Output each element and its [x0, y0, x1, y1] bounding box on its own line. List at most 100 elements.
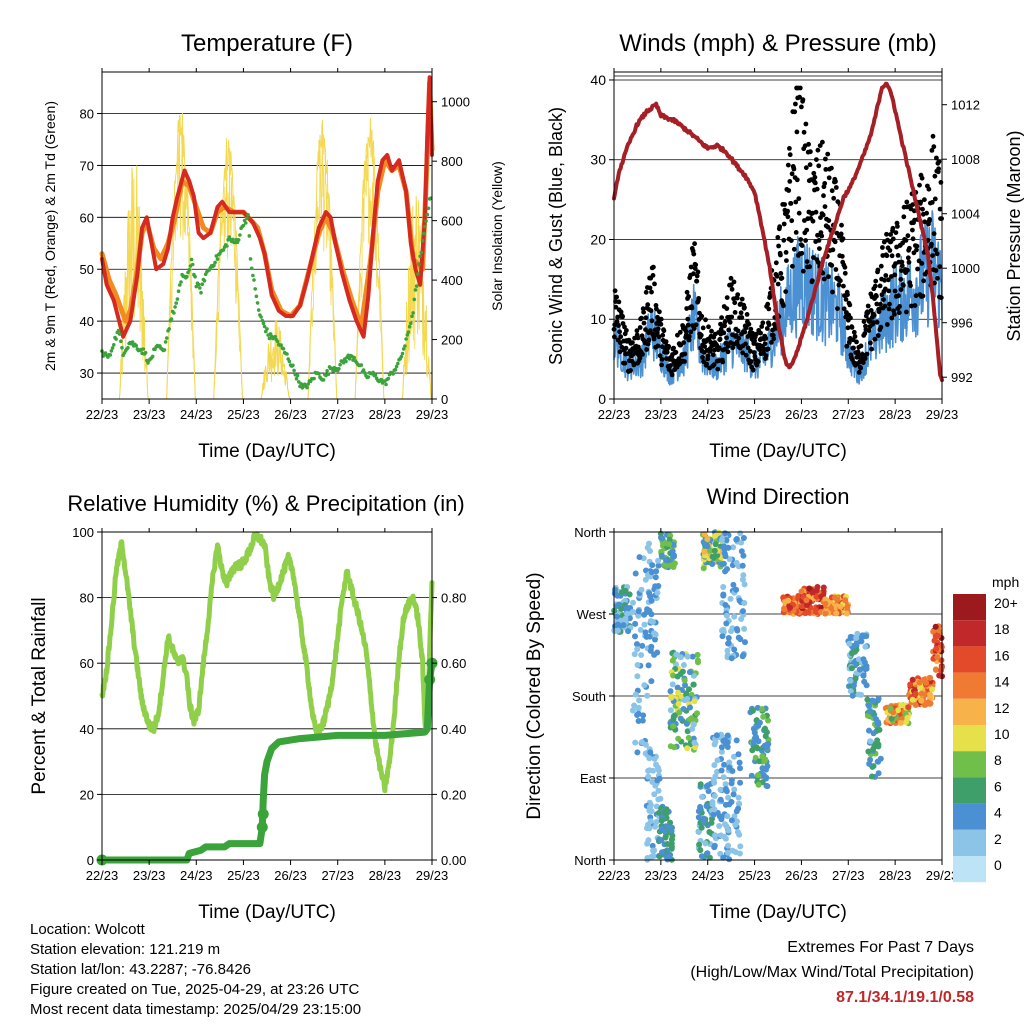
gust-point	[641, 320, 647, 326]
direction-point	[661, 561, 668, 568]
y-right-tick-label: 1000	[441, 95, 470, 110]
dewpoint-point	[189, 257, 194, 262]
dewpoint-point	[114, 337, 118, 341]
direction-point	[812, 607, 819, 613]
direction-point	[688, 715, 695, 722]
direction-point	[655, 557, 662, 564]
gust-point	[703, 317, 708, 323]
gust-point	[806, 141, 811, 147]
gust-point	[890, 225, 896, 231]
gust-point	[833, 267, 839, 272]
direction-point	[651, 651, 658, 658]
direction-point	[681, 677, 688, 684]
gust-point	[819, 233, 825, 239]
dewpoint-point	[344, 359, 348, 364]
direction-point	[632, 739, 639, 746]
winds-plot-frame	[613, 71, 943, 400]
direction-point	[850, 682, 857, 689]
gust-point	[743, 341, 748, 347]
direction-point	[669, 681, 676, 688]
y-right-tick-label: 0	[441, 392, 448, 407]
direction-point	[652, 636, 658, 643]
gust-point	[652, 281, 657, 287]
y-right-tick-label: 1008	[951, 152, 980, 167]
gust-point	[835, 306, 840, 311]
y-left-tick-label: West	[577, 607, 607, 622]
gust-point	[924, 210, 929, 216]
direction-point	[732, 821, 739, 828]
gust-point	[622, 360, 628, 366]
direction-point	[653, 818, 660, 825]
gust-point	[788, 201, 794, 206]
dewpoint-point	[193, 274, 197, 279]
direction-point	[667, 819, 674, 826]
extremes-values: 87.1/34.1/19.1/0.58	[836, 989, 974, 1006]
y-left-tick-label: 20	[80, 787, 94, 802]
gust-point	[729, 286, 735, 292]
dewpoint-point	[400, 351, 405, 356]
y-right-tick-label: 0.60	[441, 656, 466, 671]
direction-point	[723, 537, 730, 543]
y-right-tick-label: 0.40	[441, 722, 466, 737]
direction-point	[722, 786, 729, 792]
dewpoint-point	[423, 224, 427, 229]
gust-point	[922, 219, 928, 225]
gust-point	[833, 185, 839, 190]
temperature-series	[99, 75, 435, 390]
legend-swatch	[953, 646, 986, 673]
gust-point	[681, 340, 687, 345]
direction-point	[632, 633, 638, 640]
gust-point	[624, 328, 629, 333]
extremes-title: Extremes For Past 7 Days	[787, 939, 974, 956]
dewpoint-point	[227, 235, 232, 239]
direction-point	[670, 672, 677, 679]
direction-point	[670, 723, 677, 730]
gust-point	[808, 149, 813, 155]
gust-point	[787, 146, 792, 151]
gust-point	[797, 94, 802, 100]
direction-point	[712, 739, 719, 745]
direction-point	[666, 536, 673, 543]
direction-point	[704, 543, 711, 550]
gust-point	[778, 252, 783, 258]
x-tick-label: 27/23	[832, 868, 865, 883]
dewpoint-point	[294, 376, 299, 381]
gust-point	[884, 231, 889, 237]
gust-point	[822, 204, 828, 210]
direction-point	[860, 672, 867, 679]
direction-point	[649, 562, 656, 569]
direction-point	[739, 562, 746, 569]
direction-x-ticks: 22/23 23/23 24/23 25/23 26/23 27/23 28/23 29/23	[598, 528, 958, 883]
legend-label: 12	[994, 700, 1010, 716]
gust-point	[829, 263, 835, 268]
gust-point	[892, 288, 898, 294]
gust-point	[793, 101, 798, 107]
gust-point	[921, 278, 926, 284]
dewpoint-point	[108, 353, 113, 357]
direction-point	[631, 651, 638, 658]
direction-point	[679, 668, 686, 675]
gust-point	[694, 278, 700, 284]
direction-gridlines	[614, 613, 942, 779]
dewpoint-point	[175, 297, 180, 301]
x-tick-label: 25/23	[227, 407, 260, 422]
dewpoint-point	[359, 363, 364, 367]
gust-point	[783, 250, 789, 255]
gust-point	[617, 349, 623, 355]
gust-point	[847, 302, 853, 308]
gust-point	[754, 331, 759, 337]
direction-point	[694, 710, 700, 717]
gust-point	[826, 175, 832, 181]
dewpoint-point	[406, 330, 411, 334]
dewpoint-point	[117, 332, 122, 336]
direction-point	[927, 674, 934, 681]
dewpoint-point	[394, 364, 399, 369]
gust-point	[685, 322, 691, 328]
direction-point	[869, 773, 875, 780]
direction-point	[934, 654, 941, 661]
x-tick-label: 25/23	[227, 868, 260, 883]
gust-point	[892, 272, 898, 278]
direction-point	[690, 681, 697, 688]
gust-point	[897, 304, 902, 309]
direction-point	[749, 707, 756, 714]
